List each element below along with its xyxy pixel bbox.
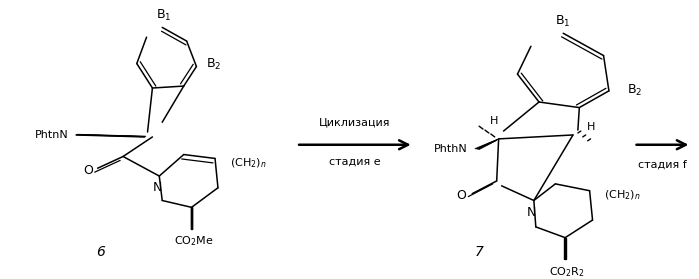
Text: O: O xyxy=(456,189,466,202)
Text: B$_2$: B$_2$ xyxy=(626,83,642,98)
Text: H: H xyxy=(489,116,498,126)
Text: стадия е: стадия е xyxy=(329,156,381,166)
Text: CO$_2$R$_2$: CO$_2$R$_2$ xyxy=(549,265,585,279)
Text: B$_2$: B$_2$ xyxy=(206,57,222,72)
Text: Циклизация: Циклизация xyxy=(319,117,391,127)
Text: 6: 6 xyxy=(96,245,105,259)
Text: (CH$_2$)$_n$: (CH$_2$)$_n$ xyxy=(604,189,641,202)
Text: PhthN: PhthN xyxy=(433,144,468,154)
Text: PhtnN: PhtnN xyxy=(34,130,69,140)
Text: стадия f: стадия f xyxy=(637,159,686,169)
Text: B$_1$: B$_1$ xyxy=(556,14,571,29)
Text: O: O xyxy=(83,164,93,177)
Text: CO$_2$Me: CO$_2$Me xyxy=(173,235,213,249)
Text: 7: 7 xyxy=(475,245,484,259)
Text: (CH$_2$)$_n$: (CH$_2$)$_n$ xyxy=(230,157,266,170)
Text: B$_1$: B$_1$ xyxy=(157,8,172,23)
Text: H: H xyxy=(586,122,595,132)
Text: N: N xyxy=(527,206,537,219)
Text: N: N xyxy=(152,181,162,194)
